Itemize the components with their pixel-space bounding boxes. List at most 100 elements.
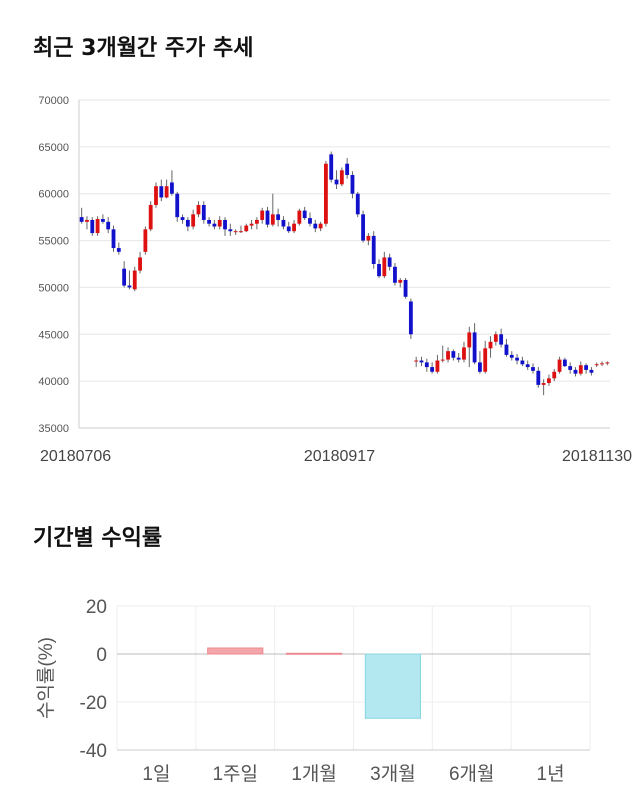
candle-body (239, 231, 243, 233)
candle-body (90, 219, 95, 234)
candle-body (541, 383, 546, 385)
candle-body (116, 248, 121, 252)
candle-body (196, 204, 201, 215)
candle-body (355, 193, 360, 215)
candle-body (85, 219, 89, 222)
candle-body (127, 285, 132, 288)
candle-body (170, 182, 174, 194)
y-tick-label: -20 (80, 693, 107, 714)
candle-body (568, 366, 573, 370)
candle-body (111, 229, 116, 249)
candle-body (159, 186, 164, 198)
candle-body (175, 193, 180, 218)
candle-body (472, 332, 477, 363)
x-tick-label: 20180706 (40, 448, 111, 465)
candle-body (318, 223, 323, 229)
candle-body (414, 360, 419, 362)
candle-body (419, 360, 424, 363)
candle-body (525, 364, 530, 368)
x-tick-label: 3개월 (370, 763, 416, 785)
candle-body (244, 225, 249, 232)
candle-body (265, 210, 270, 225)
candle-body (456, 357, 461, 360)
candle-body (143, 229, 148, 252)
candle-body (467, 332, 472, 348)
candlestick-chart: 35000 40000 45000 50000 55000 60000 65000 70000… (38, 95, 632, 465)
candle-body (297, 210, 302, 224)
candle-body (185, 219, 190, 227)
candle-body (562, 359, 567, 367)
candle-body (377, 264, 381, 277)
candle-body (584, 365, 589, 370)
candle-body (440, 359, 445, 361)
candle-body (493, 334, 498, 342)
candle-body (589, 369, 594, 373)
y-tick-label: 35000 (38, 423, 69, 435)
candle-body (339, 170, 344, 185)
candle-body (270, 214, 275, 225)
candle-body (180, 217, 185, 220)
return-bar (364, 653, 422, 719)
candle-body (430, 367, 435, 372)
candle-body (536, 370, 541, 385)
return-bar (285, 652, 343, 655)
y-tick-label: -40 (80, 741, 107, 762)
candle-body (100, 219, 105, 222)
candle-body (276, 214, 281, 220)
y-tick-label: 50000 (38, 282, 69, 294)
candle-body (106, 221, 111, 230)
candle-body (499, 334, 504, 345)
candle-body (207, 219, 212, 224)
candle-body (281, 219, 286, 227)
candle-body (95, 219, 100, 234)
candle-body (578, 365, 583, 374)
candle-body (260, 210, 265, 220)
candle-body (387, 257, 392, 267)
candle-body (361, 214, 365, 241)
candle-body (483, 348, 488, 372)
candle-body (403, 279, 408, 297)
candle-body (350, 174, 355, 194)
candle-body (308, 218, 312, 224)
x-tick-label: 1년 (537, 763, 565, 785)
candle-body (233, 231, 238, 233)
x-tick-label: 20180917 (304, 448, 375, 465)
y-tick-label: 55000 (38, 236, 69, 248)
candle-body (462, 347, 466, 360)
y-tick-label: 60000 (38, 189, 69, 201)
candle-body (164, 186, 169, 198)
candle-body (547, 378, 551, 384)
candle-body (424, 362, 429, 368)
candle-body (371, 235, 376, 264)
candle-body (557, 359, 562, 372)
candle-body (313, 223, 318, 229)
y-axis-label: 수익률(%) (35, 637, 57, 719)
candle-body (132, 270, 137, 290)
y-tick-label: 70000 (38, 95, 69, 107)
candle-body (573, 369, 578, 374)
candle-body (212, 223, 217, 227)
candle-body (138, 257, 142, 271)
candle-body (254, 219, 259, 224)
candle-body (122, 268, 127, 286)
candle-body (520, 360, 525, 365)
price-trend-title: 최근 3개월간 주가 추세 (33, 36, 254, 61)
candle-body (515, 357, 519, 361)
candle-body (292, 223, 296, 232)
x-tick-label: 1주일 (212, 763, 258, 785)
candle-body (201, 204, 206, 220)
y-tick-label: 40000 (38, 376, 69, 388)
x-tick-label: 6개월 (449, 763, 495, 785)
period-returns-title: 기간별 수익률 (33, 526, 163, 551)
candle-body (334, 179, 339, 185)
candle-body (509, 354, 514, 358)
x-tick-label: 1일 (142, 763, 170, 785)
y-tick-label: 0 (96, 645, 107, 666)
candle-body (531, 367, 535, 371)
candle-body (223, 219, 227, 230)
candle-body (148, 204, 153, 230)
candle-body (552, 371, 557, 379)
candle-body (382, 257, 387, 277)
candle-body (191, 214, 196, 227)
